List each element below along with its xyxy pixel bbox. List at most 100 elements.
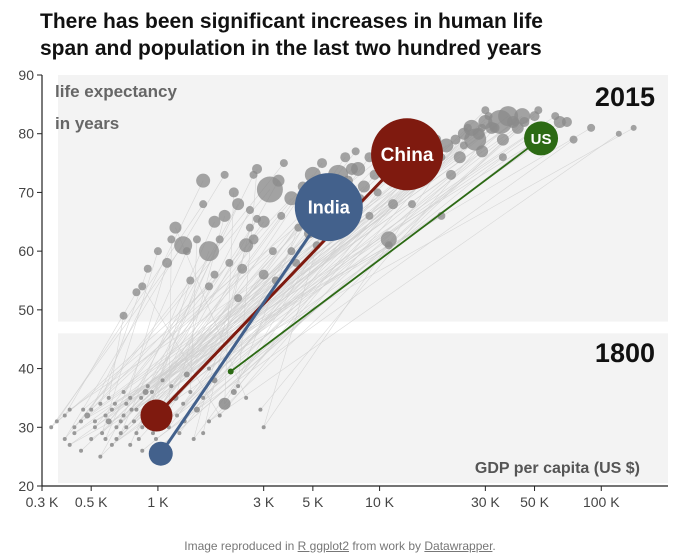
country-point-1800 [79,448,84,453]
country-point-1800 [230,389,237,396]
country-point-2015 [218,209,231,222]
trail-line [101,251,159,434]
country-point-2015 [234,294,243,303]
country-point-2015 [143,264,152,273]
country-point-2015 [138,282,147,291]
trail-line [208,133,619,422]
trail-line [196,151,483,410]
trail-line [64,174,225,440]
country-point-1800 [136,437,141,442]
caption-middle: from work by [349,539,425,553]
trail-line [202,227,251,434]
country-point-1800 [89,437,94,442]
country-point-1800 [72,425,77,430]
country-point-1800 [261,425,266,430]
country-point-1800 [79,419,84,424]
country-point-1800 [206,419,211,424]
y-tick-label: 20 [18,478,34,494]
trail-line [114,121,568,405]
country-point-2015 [186,276,195,285]
year-label-1800: 1800 [595,338,655,368]
x-tick-label: 0.5 K [75,494,108,510]
x-tick-label: 3 K [253,494,275,510]
country-point-1800 [142,389,149,396]
trail-line [91,133,531,440]
china-trajectory-line [155,153,409,417]
country-point-2015 [284,191,299,206]
country-point-2015 [388,199,399,210]
country-point-2015 [208,215,221,228]
country-point-2015 [268,247,277,256]
trail-line [145,174,254,393]
country-point-2015 [277,211,286,220]
trail-line [105,251,188,440]
trail-line [140,218,258,399]
country-point-2015 [317,158,328,169]
country-point-1800 [181,401,186,406]
country-point-1800 [139,395,144,400]
india-trajectory-line [159,206,331,455]
country-point-1800 [236,384,241,389]
chart-title-line-1: There has been significant increases in … [40,10,543,33]
trail-line [151,215,282,393]
country-point-1800 [103,437,108,442]
y-tick-label: 70 [18,184,34,200]
country-point-2015 [561,116,572,127]
caption-link-ggplot2[interactable]: R ggplot2 [297,539,350,553]
country-point-2015 [496,133,509,146]
country-point-1800 [129,407,134,412]
x-tick-label: 0.3 K [26,494,59,510]
country-point-1800 [160,378,165,383]
country-point-1800 [258,407,263,412]
country-point-2015 [380,231,397,248]
country-point-1800 [103,413,108,418]
country-point-1800 [114,425,119,430]
country-point-2015 [630,124,637,131]
trail-line [182,280,276,404]
country-point-2015 [162,257,173,268]
x-tick-label: 30 K [471,494,500,510]
us-point-1800 [227,368,234,375]
trail-line [175,209,325,399]
y-tick-label: 90 [18,67,34,83]
country-point-1800 [201,395,206,400]
country-point-1800 [218,397,231,410]
country-point-1800 [183,371,190,378]
country-point-1800 [149,390,154,395]
country-point-2015 [279,159,288,168]
y-axis-label: life expectancy [55,82,177,101]
caption: Image reproduced in R ggplot2 from work … [0,539,680,553]
trail-line [162,115,556,381]
country-point-2015 [587,123,596,132]
trail-line [149,239,254,428]
country-point-1800 [191,437,196,442]
country-point-2015 [511,117,520,126]
country-point-1800 [100,431,105,436]
country-point-2015 [384,241,393,250]
country-point-1800 [206,366,211,371]
country-point-2015 [476,145,489,158]
y-tick-label: 80 [18,126,34,142]
country-point-2015 [204,282,213,291]
country-point-2015 [192,235,201,244]
india-point-1800 [148,441,173,466]
trail-line [142,286,220,416]
trail-line [116,198,319,440]
trail-line [233,227,299,393]
country-point-2015 [498,153,507,162]
country-point-2015 [357,180,370,193]
country-point-2015 [439,138,454,153]
country-point-1800 [72,431,77,436]
country-point-1800 [49,425,54,430]
india-point-2015 [294,173,363,242]
y-tick-label: 30 [18,419,34,435]
us-point-2015 [524,121,559,156]
trail-line [136,209,251,434]
country-point-2015 [182,247,191,256]
caption-link-datawrapper[interactable]: Datawrapper [424,539,493,553]
chart-title: There has been significant increases in … [40,8,670,62]
trail-line [202,174,429,399]
country-point-1800 [98,401,103,406]
year-label-2015: 2015 [595,82,655,112]
country-point-1800 [217,413,222,418]
